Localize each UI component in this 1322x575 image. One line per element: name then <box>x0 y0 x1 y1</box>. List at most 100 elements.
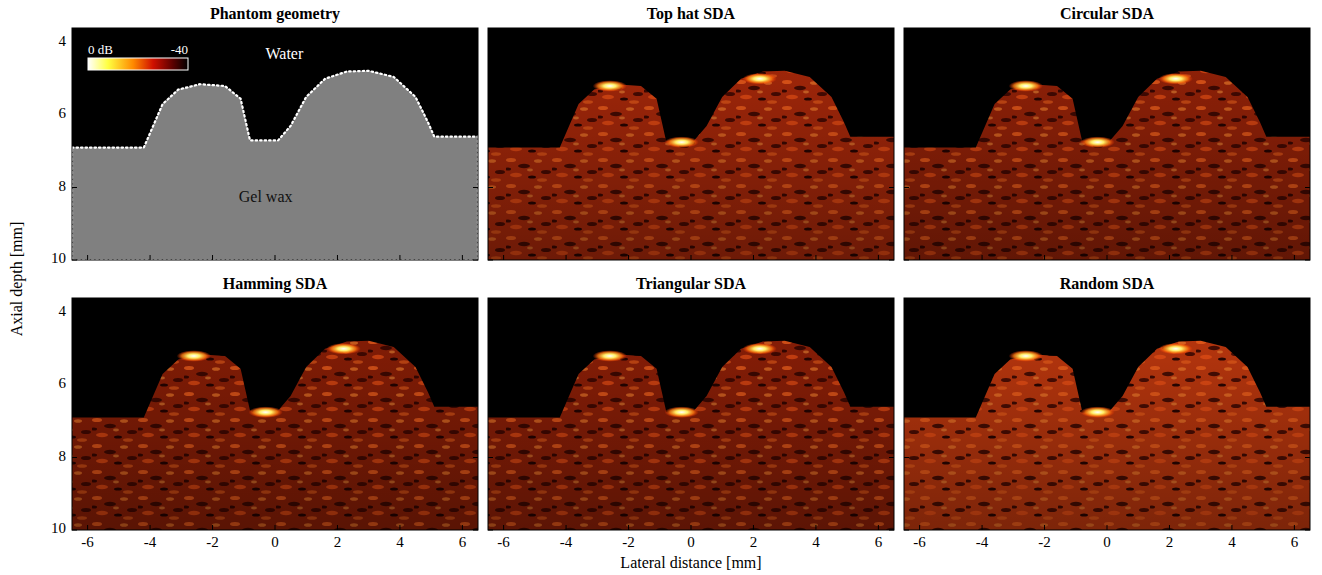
plot-area <box>72 28 478 260</box>
y-tick <box>473 312 478 313</box>
x-tick-label: 4 <box>396 534 404 550</box>
y-tick <box>1305 530 1310 531</box>
x-tick <box>150 525 151 530</box>
depth-fade <box>488 28 894 260</box>
x-tick <box>1294 28 1295 33</box>
x-tick <box>1107 28 1108 33</box>
echo <box>743 73 777 85</box>
depth-fade <box>904 28 1310 260</box>
x-tick <box>753 28 754 33</box>
x-tick <box>1107 525 1108 530</box>
x-tick <box>462 255 463 260</box>
colorbar-label: 0 dB <box>88 42 113 57</box>
frame <box>904 298 1310 530</box>
x-tick <box>275 298 276 303</box>
background <box>72 298 478 530</box>
x-tick <box>566 298 567 303</box>
echo <box>177 350 211 362</box>
panel-title: Random SDA <box>1060 275 1155 292</box>
y-tick <box>72 457 77 458</box>
echo <box>593 350 627 362</box>
x-tick <box>878 298 879 303</box>
y-tick <box>473 385 478 386</box>
x-tick <box>1231 298 1232 303</box>
x-tick-label: 0 <box>1103 534 1111 550</box>
y-tick <box>904 187 909 188</box>
x-tick <box>566 525 567 530</box>
y-tick <box>1305 115 1310 116</box>
frame <box>72 28 478 260</box>
x-tick-label: 2 <box>1166 534 1174 550</box>
gel-outline <box>72 71 478 260</box>
y-tick <box>1305 187 1310 188</box>
y-tick <box>488 260 493 261</box>
echo <box>1009 80 1043 92</box>
y-tick-label: 6 <box>59 375 67 391</box>
echo <box>248 406 282 418</box>
y-tick <box>488 115 493 116</box>
x-tick <box>691 298 692 303</box>
plot-area <box>904 298 1310 530</box>
x-tick-label: -2 <box>1038 534 1051 550</box>
x-tick <box>212 28 213 33</box>
y-tick <box>72 115 77 116</box>
background <box>904 298 1310 530</box>
x-tick <box>878 525 879 530</box>
echo <box>1159 343 1193 355</box>
panel-title: Top hat SDA <box>647 5 736 23</box>
panel: -6-4-20246Triangular SDA <box>488 275 894 550</box>
x-tick-label: -4 <box>976 534 989 550</box>
y-tick <box>904 312 909 313</box>
x-tick-label: 0 <box>271 534 279 550</box>
echo <box>1009 350 1043 362</box>
x-tick <box>87 255 88 260</box>
x-tick <box>337 525 338 530</box>
panel-title: Circular SDA <box>1060 5 1155 22</box>
x-tick <box>815 255 816 260</box>
echo <box>664 136 698 148</box>
panel: Circular SDA <box>904 5 1310 260</box>
y-tick <box>72 260 77 261</box>
frame <box>72 298 478 530</box>
x-tick <box>919 28 920 33</box>
x-tick <box>399 255 400 260</box>
x-tick <box>399 28 400 33</box>
figure: WaterGel wax0 dB-4046810Phantom geometry… <box>0 0 1322 575</box>
x-tick <box>566 255 567 260</box>
plot-area <box>72 298 478 530</box>
x-tick <box>815 28 816 33</box>
y-tick <box>72 530 77 531</box>
y-tick <box>889 457 894 458</box>
x-tick-label: 2 <box>334 534 342 550</box>
x-tick <box>503 525 504 530</box>
y-tick <box>488 530 493 531</box>
y-tick <box>1305 457 1310 458</box>
echo <box>664 406 698 418</box>
x-tick <box>150 298 151 303</box>
y-tick <box>488 385 493 386</box>
y-tick-label: 4 <box>59 303 67 319</box>
x-tick <box>337 298 338 303</box>
frame <box>488 28 894 260</box>
y-tick-label: 8 <box>59 178 67 194</box>
x-tick <box>1231 525 1232 530</box>
x-tick <box>982 298 983 303</box>
x-tick <box>691 255 692 260</box>
echo <box>1159 73 1193 85</box>
x-tick <box>399 298 400 303</box>
x-tick <box>1231 255 1232 260</box>
x-tick <box>919 298 920 303</box>
x-tick-label: 4 <box>1228 534 1236 550</box>
x-tick <box>503 28 504 33</box>
panel-title: Phantom geometry <box>210 5 340 23</box>
x-tick <box>150 28 151 33</box>
x-tick-label: 6 <box>1291 534 1299 550</box>
x-tick <box>1107 298 1108 303</box>
y-tick <box>1305 385 1310 386</box>
x-tick <box>815 298 816 303</box>
panel: Top hat SDA <box>488 5 894 260</box>
x-tick <box>753 255 754 260</box>
x-tick-label: -2 <box>206 534 219 550</box>
x-tick-label: -4 <box>560 534 573 550</box>
y-tick <box>1305 260 1310 261</box>
